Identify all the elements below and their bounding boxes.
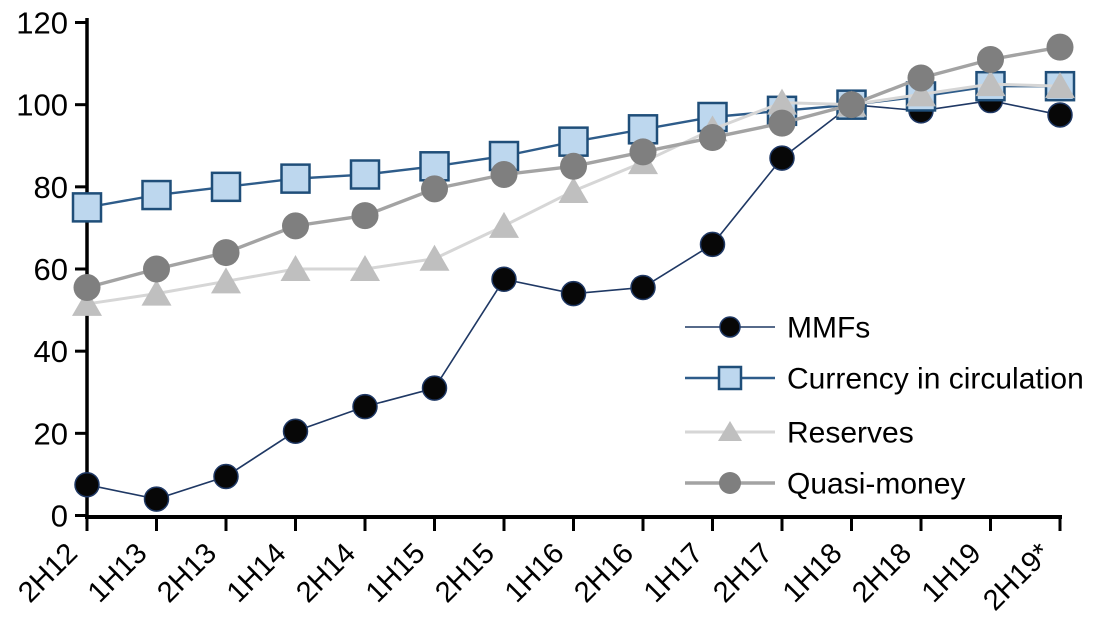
x-axis-tick-label: 1H16 — [499, 537, 571, 609]
point-mmfs-2h19 — [1047, 102, 1073, 128]
y-axis-tick-label: 100 — [16, 88, 68, 123]
y-axis-tick-label: 40 — [34, 334, 68, 369]
point-quasi-money-1h14 — [282, 212, 309, 240]
mmfs-legend-marker-icon — [719, 316, 741, 338]
x-axis-tick-label: 1H13 — [82, 537, 154, 609]
x-axis-tick-label: 2H17 — [707, 537, 779, 609]
point-reserves-1h19 — [975, 70, 1006, 97]
x-axis-tick-label: 2H16 — [568, 537, 640, 609]
point-currency-in-circulation-2h13 — [210, 171, 242, 203]
point-currency-in-circulation-1h14 — [280, 163, 311, 194]
x-axis-tick-label: 2H15 — [429, 537, 501, 609]
point-reserves-2h17 — [767, 88, 797, 115]
legend-item-reserves: Reserves — [685, 417, 914, 450]
point-reserves-2h19 — [1045, 72, 1075, 99]
x-axis-tick-label: 2H13 — [151, 537, 223, 609]
point-mmfs-2h16 — [630, 274, 656, 301]
legend-item-currency-in-circulation: Currency in circulation — [685, 363, 1084, 396]
point-quasi-money-2h12 — [73, 273, 101, 301]
y-axis-tick-label: 120 — [16, 6, 68, 41]
point-mmfs-2h15 — [491, 266, 517, 293]
x-axis-tick-label: 1H19 — [916, 537, 988, 609]
x-axis-tick-label: 1H14 — [221, 537, 293, 609]
y-axis-tick-label: 20 — [34, 416, 68, 451]
point-reserves-2h12 — [72, 289, 102, 316]
reserves-legend-marker-icon — [718, 421, 742, 441]
point-quasi-money-2h15 — [490, 161, 518, 189]
point-reserves-2h13 — [211, 267, 241, 294]
x-axis-tick-label: 1H17 — [638, 537, 710, 609]
point-quasi-money-1h15 — [421, 175, 448, 203]
x-axis-tick-label: 1H18 — [777, 537, 849, 609]
point-currency-in-circulation-1h16 — [558, 126, 589, 157]
point-quasi-money-2h16 — [629, 138, 657, 166]
point-quasi-money-2h18 — [907, 64, 935, 92]
point-mmfs-1h17 — [699, 231, 726, 258]
legend-label: Quasi-money — [787, 468, 965, 501]
point-quasi-money-1h18 — [838, 91, 865, 119]
point-reserves-2h15 — [489, 211, 519, 238]
y-axis-tick-label: 60 — [34, 252, 68, 287]
point-mmfs-2h12 — [74, 471, 100, 498]
legend-item-mmfs: MMFs — [685, 312, 870, 345]
point-mmfs-2h13 — [213, 463, 239, 490]
point-mmfs-1h16 — [560, 280, 587, 307]
point-quasi-money-1h16 — [560, 152, 587, 180]
point-quasi-money-1h13 — [143, 255, 170, 283]
point-currency-in-circulation-2h12 — [71, 192, 103, 223]
point-reserves-2h14 — [350, 255, 380, 282]
point-mmfs-1h14 — [282, 418, 309, 445]
point-reserves-2h18 — [906, 80, 936, 107]
point-quasi-money-2h19 — [1046, 33, 1074, 61]
point-currency-in-circulation-1h13 — [141, 179, 172, 211]
point-reserves-1h15 — [419, 244, 450, 271]
point-mmfs-2h17 — [769, 145, 795, 171]
x-axis-tick-label: 1H15 — [360, 537, 432, 609]
legend-label: MMFs — [787, 312, 870, 345]
series-quasi-money — [73, 33, 1074, 301]
legend-label: Reserves — [787, 417, 914, 450]
point-quasi-money-1h19 — [977, 45, 1004, 73]
point-quasi-money-2h17 — [768, 109, 796, 137]
point-quasi-money-2h14 — [351, 202, 379, 230]
quasi-money-legend-marker-icon — [719, 472, 741, 494]
point-reserves-1h16 — [558, 176, 589, 203]
legend: MMFs Currency in circulation Reserves Quasi… — [685, 312, 1084, 501]
point-mmfs-1h13 — [143, 486, 170, 512]
point-quasi-money-1h17 — [699, 124, 726, 152]
x-axis-tick-label: 2H12 — [12, 537, 84, 609]
x-axis-tick-label: 2H19* — [977, 537, 1057, 617]
point-quasi-money-2h13 — [212, 239, 240, 267]
legend-label: Currency in circulation — [787, 363, 1084, 396]
point-reserves-1h13 — [141, 279, 172, 306]
y-axis-tick-label: 80 — [34, 170, 68, 205]
point-currency-in-circulation-2h14 — [349, 159, 381, 190]
point-mmfs-2h14 — [352, 393, 378, 420]
point-mmfs-1h15 — [421, 375, 448, 401]
currency-in-circulation-legend-marker-icon — [717, 365, 743, 391]
legend-item-quasi-money: Quasi-money — [685, 468, 965, 501]
y-axis-tick-label: 0 — [51, 499, 68, 534]
point-reserves-1h14 — [280, 255, 311, 282]
x-axis-tick-label: 2H14 — [290, 537, 362, 609]
x-axis-tick-label: 2H18 — [846, 537, 918, 609]
